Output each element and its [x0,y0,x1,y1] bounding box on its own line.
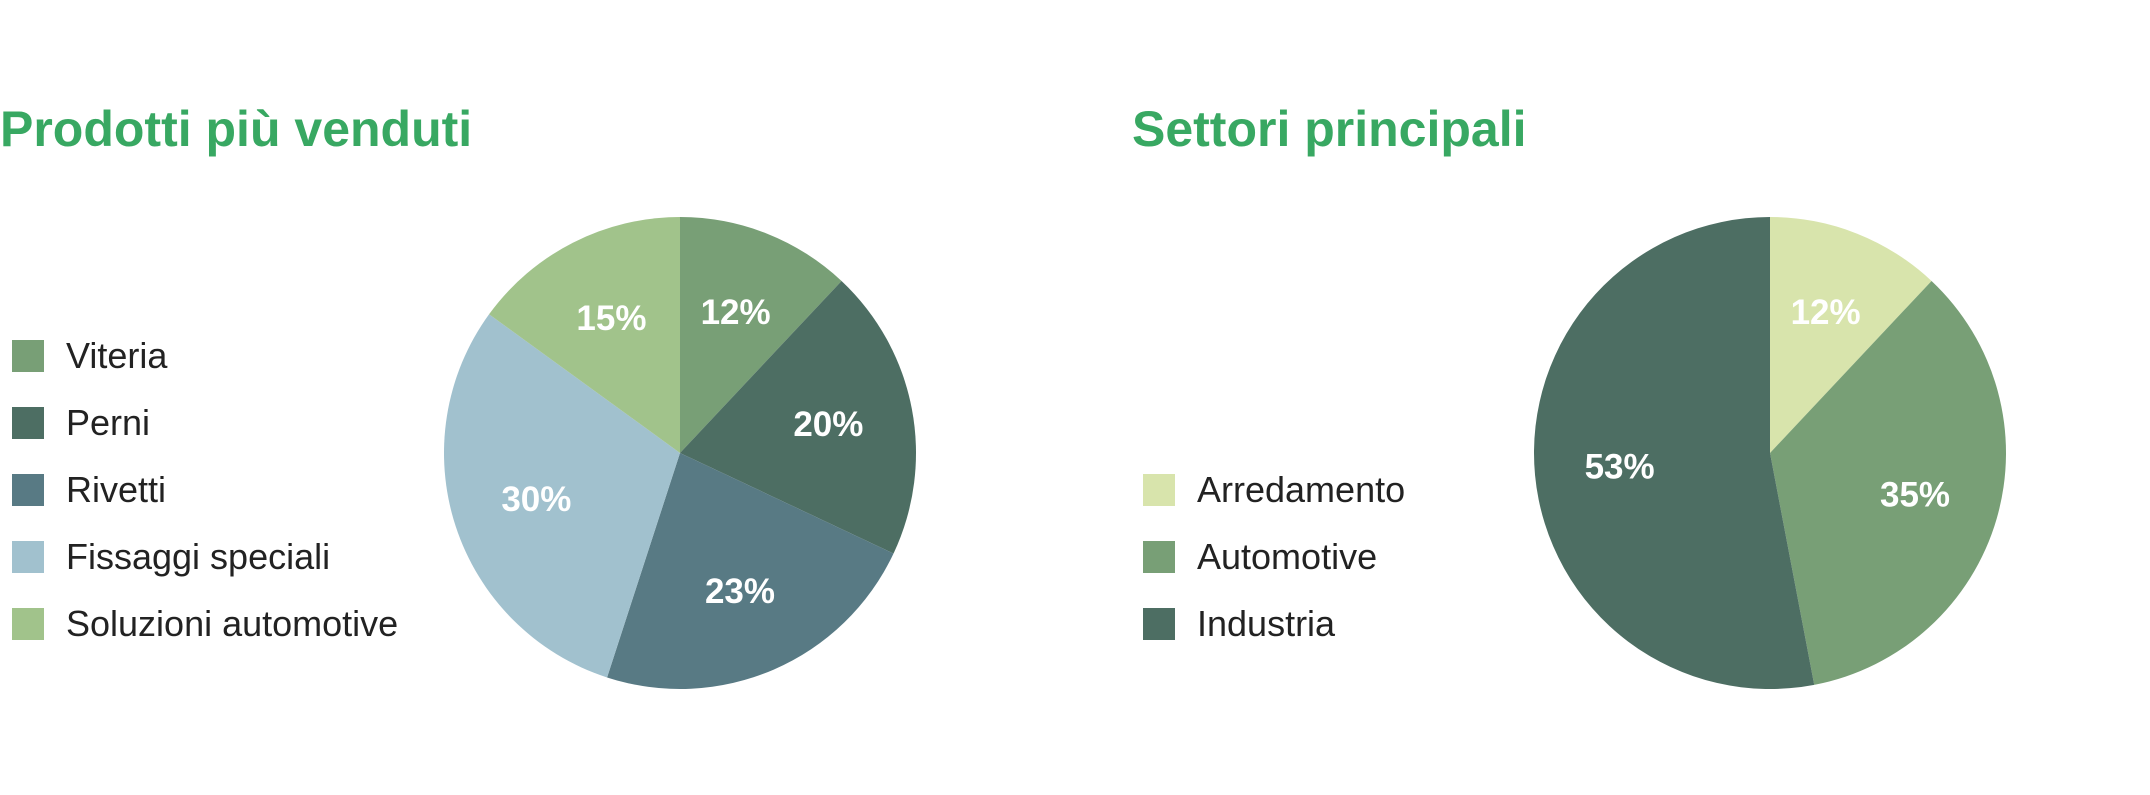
legend-swatch [1143,474,1175,506]
slice-label-fissaggi-speciali: 30% [501,480,571,519]
chart-title-settori: Settori principali [1132,101,1527,157]
legend-swatch [1143,608,1175,640]
pie-slice-rivetti [607,453,894,689]
legend-label: Fissaggi speciali [66,536,331,577]
pie-slice-arredamento [1770,217,1932,453]
pie-slice-soluzioni-automotive [489,217,680,453]
slice-label-automotive: 35% [1880,476,1950,515]
slice-label-viteria: 12% [701,293,771,332]
legend-swatch [12,407,44,439]
legend-swatch [12,608,44,640]
legend-swatch [12,541,44,573]
legend-item-fissaggi-speciali: Fissaggi speciali [12,536,331,577]
pie-chart-settori: 12% 35% 53% [1534,217,2006,689]
slice-label-industria: 53% [1585,448,1655,487]
legend-label: Automotive [1197,536,1378,577]
slice-label-perni: 20% [793,405,863,444]
pie-slice-industria [1534,217,1815,689]
legend-swatch [12,340,44,372]
legend-label: Rivetti [66,469,167,510]
slice-label-rivetti: 23% [705,572,775,611]
legend-swatch [1143,541,1175,573]
chart-title-prodotti: Prodotti più venduti [0,101,473,157]
legend-item-industria: Industria [1143,603,1336,644]
legend-item-viteria: Viteria [12,335,168,376]
slice-label-arredamento: 12% [1791,293,1861,332]
legend-label: Arredamento [1197,469,1406,510]
legend-item-rivetti: Rivetti [12,469,167,510]
legend-label: Industria [1197,603,1336,644]
legend-item-arredamento: Arredamento [1143,469,1406,510]
legend-label: Perni [66,402,151,443]
pie-slice-viteria [680,217,842,453]
pie-slice-fissaggi-speciali [443,314,680,678]
legend-item-perni: Perni [12,402,151,443]
slice-label-soluzioni-automotive: 15% [576,299,646,338]
legend-item-automotive: Automotive [1143,536,1378,577]
pie-slice-automotive [1770,280,2006,685]
legend-label: Soluzioni automotive [66,603,399,644]
legend-item-soluzioni-automotive: Soluzioni automotive [12,603,399,644]
legend-swatch [12,474,44,506]
legend-label: Viteria [66,335,168,376]
pie-slice-perni [680,280,916,554]
pie-chart-prodotti: 12% 20% 23% 30% 15% [443,217,916,689]
